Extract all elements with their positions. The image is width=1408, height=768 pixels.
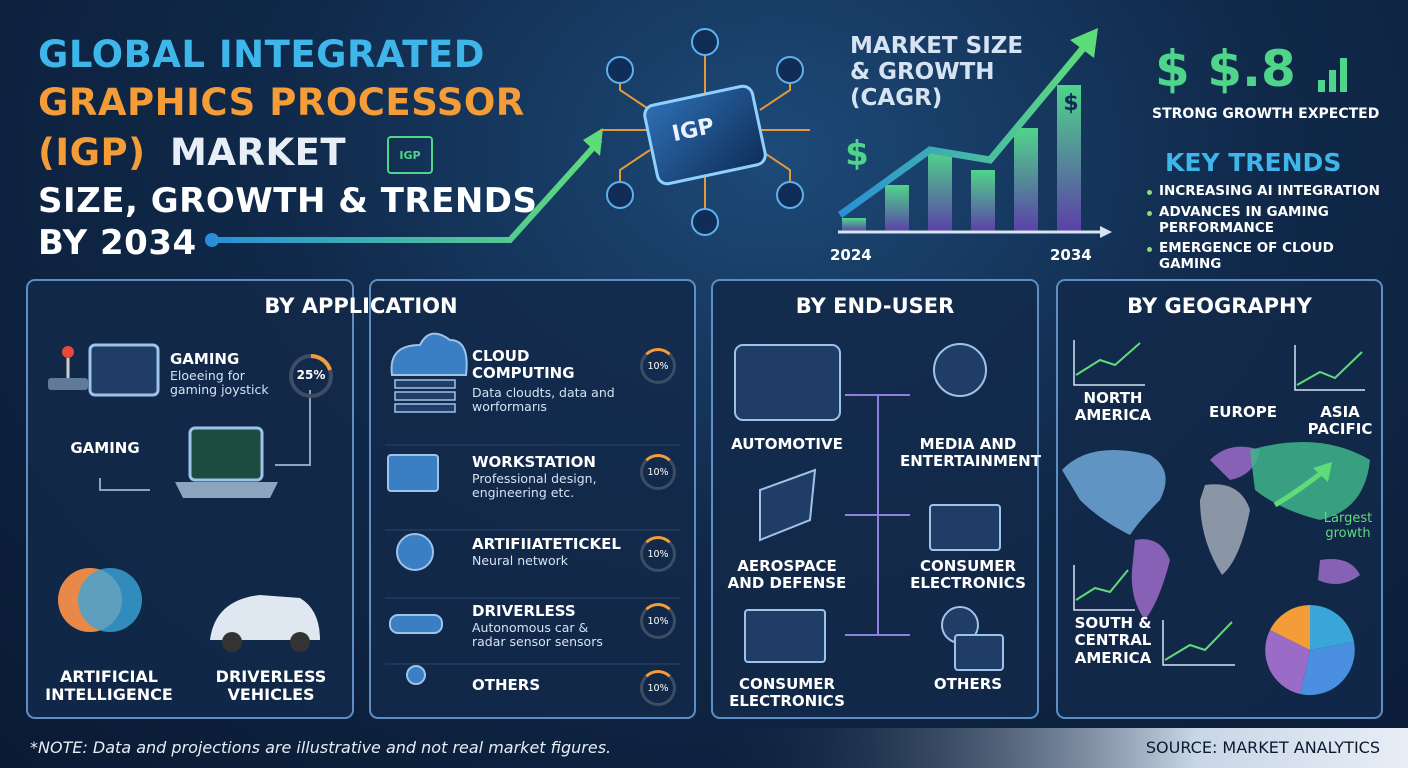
title-line: GLOBAL INTEGRATED — [38, 33, 485, 76]
panel-title: BY APPLICATION — [264, 294, 458, 318]
market-title-line: MARKET SIZE — [850, 33, 1024, 59]
dollar-icon: $ — [845, 134, 869, 174]
footer-note: *NOTE: Data and projections are illustra… — [30, 738, 612, 757]
market-title: MARKET SIZE & GROWTH (CAGR) — [850, 33, 1024, 111]
app-item-title: WORKSTATION — [472, 453, 596, 471]
title-line: SIZE, GROWTH & TRENDS — [38, 181, 538, 221]
featured-desc: Eloeeing for gaming joystick — [170, 368, 269, 398]
title-line: (IGP) — [38, 131, 146, 174]
end-user-label: CONSUMER ELECTRONICS — [910, 557, 1026, 593]
app-label: GAMING — [70, 439, 140, 457]
featured-title: GAMING — [170, 350, 240, 368]
axis-end-label: 2034 — [1050, 246, 1092, 264]
app-item-share: 10% — [640, 348, 676, 384]
market-title-line: & GROWTH — [850, 58, 995, 85]
market-title-line: (CAGR) — [850, 84, 943, 111]
app-item-title: DRIVERLESS — [472, 602, 576, 620]
highlight-caption: STRONG GROWTH EXPECTED — [1152, 106, 1380, 122]
app-item-desc: Professional design, engineering etc. — [472, 471, 597, 501]
app-item-share: 10% — [640, 454, 676, 490]
end-user-label: AUTOMOTIVE — [731, 435, 843, 453]
end-user-label: MEDIA AND ENTERTAINMENT — [900, 435, 1041, 471]
app-item-desc: Data cloudts, data and worformarıs — [472, 385, 615, 415]
app-item-title: OTHERS — [472, 676, 541, 694]
highlight-value: $ $.8 — [1155, 40, 1296, 98]
panel-title: BY GEOGRAPHY — [1127, 294, 1312, 318]
end-user-label: AEROSPACE AND DEFENSE — [727, 557, 847, 593]
title-line: MARKET — [170, 131, 347, 174]
app-item-share: 10% — [640, 670, 676, 706]
trend-item: EMERGENCE OF CLOUD GAMING — [1145, 240, 1389, 272]
app-item-desc: Autonomous car & radar sensor sensors — [472, 620, 603, 650]
trend-item: ADVANCES IN GAMING PERFORMANCE — [1145, 204, 1389, 236]
panel-title: BY END-USER — [795, 294, 955, 318]
dollar-icon: $ — [1063, 91, 1078, 116]
axis-start-label: 2024 — [830, 246, 872, 264]
app-item-desc: Neural network — [472, 553, 568, 568]
app-item-share: 10% — [640, 536, 676, 572]
title-line: BY 2034 — [38, 223, 197, 263]
trend-item: INCREASING AI INTEGRATION — [1145, 183, 1389, 200]
end-user-label: CONSUMER ELECTRONICS — [729, 675, 845, 711]
region-label: SOUTH & CENTRAL AMERICA — [1074, 614, 1152, 667]
region-label: ASIA PACIFIC — [1307, 403, 1373, 439]
app-item-share: 10% — [640, 603, 676, 639]
featured-share: 25% — [296, 368, 326, 382]
region-label: NORTH AMERICA — [1074, 389, 1152, 425]
app-item-title: CLOUD COMPUTING — [472, 347, 575, 383]
app-label: DRIVERLESS VEHICLES — [215, 667, 327, 705]
igp-badge: IGP — [387, 136, 433, 174]
key-trends-title: KEY TRENDS — [1165, 148, 1342, 177]
end-user-label: OTHERS — [933, 675, 1003, 693]
app-item-title: ARTIFIIATETICKEL — [472, 535, 621, 553]
footer-source: SOURCE: MARKET ANALYTICS — [1145, 738, 1380, 757]
title-line: GRAPHICS PROCESSOR — [38, 81, 525, 124]
growth-note: Largest growth — [1323, 511, 1373, 541]
region-label: EUROPE — [1209, 403, 1277, 421]
app-label: ARTIFICIAL INTELLIGENCE — [45, 667, 173, 705]
